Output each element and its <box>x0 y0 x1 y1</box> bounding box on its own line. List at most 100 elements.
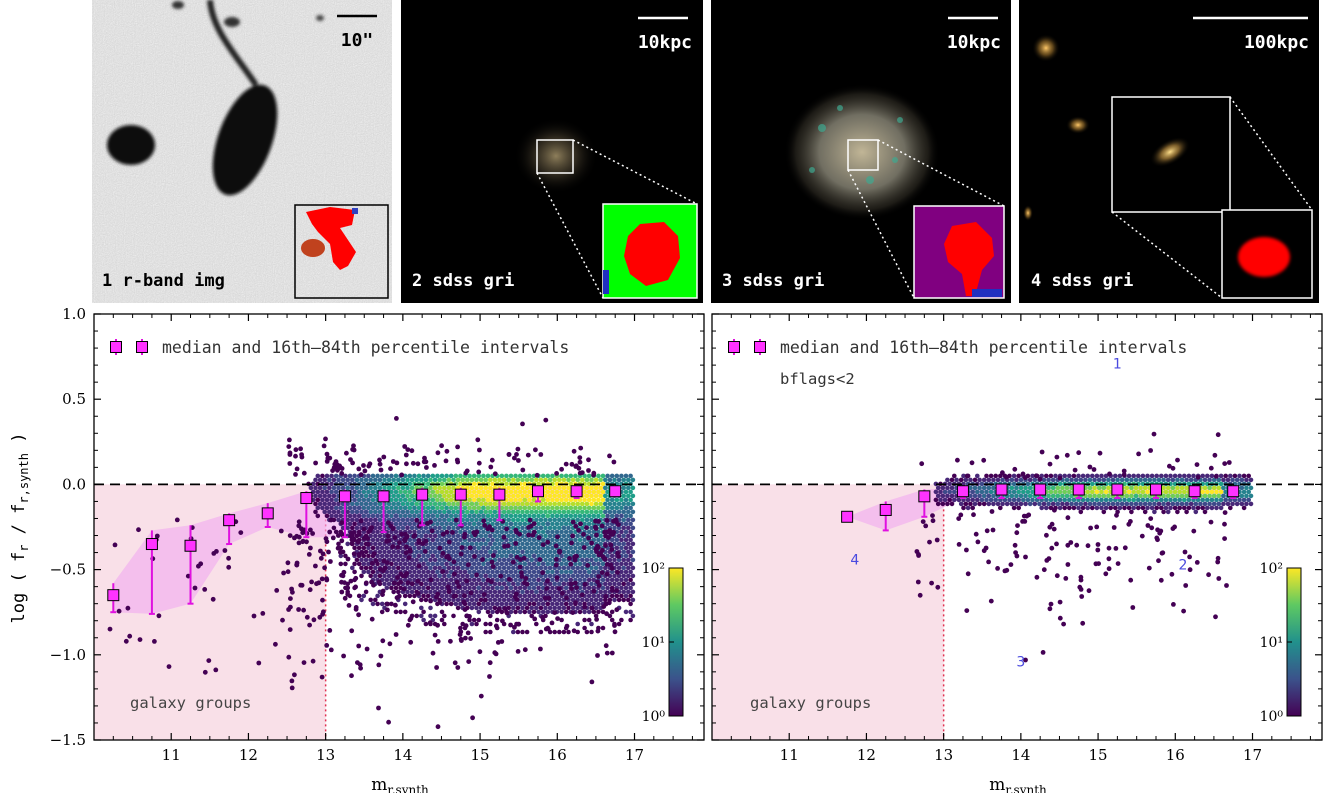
hexbin-cell <box>481 585 486 591</box>
zoom-line <box>536 172 604 299</box>
outlier-point <box>396 593 402 599</box>
hexbin-cell <box>1018 485 1024 491</box>
hexbin-cell <box>508 505 514 511</box>
hexbin-cell <box>586 609 592 615</box>
hexbin-cell <box>474 549 479 555</box>
median-marker <box>995 483 1008 496</box>
outlier-point <box>1146 565 1152 571</box>
hexbin-cell <box>586 529 592 535</box>
hexbin-cell <box>333 505 339 511</box>
hexbin-cell <box>598 509 603 515</box>
hexbin-cell <box>393 521 399 527</box>
hexbin-cell <box>1223 489 1228 495</box>
hexbin-cell <box>465 589 470 595</box>
hexbin-cell <box>336 509 341 515</box>
hexbin-cell <box>474 541 479 547</box>
outlier-point <box>290 589 295 595</box>
outlier-point <box>435 622 440 628</box>
hexbin-cell <box>356 545 362 551</box>
zoom-line <box>877 139 1005 207</box>
outlier-point <box>1215 559 1221 565</box>
hexbin-cell <box>552 581 557 587</box>
outlier-point <box>604 562 610 567</box>
hexbin-cell <box>492 509 498 515</box>
outlier-point <box>1175 457 1180 463</box>
outlier-point <box>339 589 345 595</box>
hexbin-cell <box>517 609 523 615</box>
hexbin-cell <box>527 545 532 551</box>
outlier-point <box>482 523 488 528</box>
outlier-point <box>330 535 336 541</box>
hexbin-cell <box>393 513 399 519</box>
hexbin-cell <box>488 501 493 507</box>
hexbin-cell <box>504 585 509 591</box>
hexbin-cell <box>467 513 472 519</box>
hexbin-cell <box>621 597 626 603</box>
outlier-point <box>378 567 383 572</box>
outlier-point <box>1044 532 1049 538</box>
hexbin-cell <box>315 505 321 511</box>
inset-segmentation <box>944 222 994 296</box>
hexbin-cell <box>1216 493 1222 499</box>
outlier-point <box>917 592 923 598</box>
hexbin-cell <box>1101 493 1107 499</box>
hexbin-cell <box>586 505 592 511</box>
hexbin-cell <box>1000 477 1005 483</box>
hexbin-cell <box>439 617 445 623</box>
hexbin-cell <box>605 521 610 527</box>
hexbin-cell <box>462 505 468 511</box>
hexbin-cell <box>488 509 493 515</box>
outlier-point <box>301 660 307 665</box>
median-marker <box>1227 485 1240 498</box>
hexbin-cell <box>1057 505 1063 511</box>
hexbin-cell <box>481 473 486 479</box>
outlier-point <box>595 628 601 634</box>
hexbin-cell <box>596 513 601 519</box>
hexbin-cell <box>432 581 438 587</box>
outlier-point <box>415 578 421 584</box>
hexbin-cell <box>619 537 624 543</box>
y-tick-label: 1.0 <box>62 305 86 323</box>
median-marker <box>223 514 236 527</box>
hexbin-cell <box>573 513 578 519</box>
hexbin-cell <box>412 521 417 527</box>
hexbin-cell <box>524 509 530 515</box>
hexbin-cell <box>485 545 491 551</box>
hexbin-cell <box>531 609 537 615</box>
hexbin-cell <box>554 601 560 607</box>
hexbin-cell <box>421 529 426 535</box>
outlier-point <box>323 436 328 442</box>
x-tick-label: 11 <box>780 746 799 764</box>
hexbin-cell <box>1246 473 1251 479</box>
hexbin-cell <box>563 497 569 503</box>
outlier-point <box>1049 545 1055 551</box>
hexbin-cell <box>968 501 973 507</box>
outlier-point <box>467 545 473 551</box>
hexbin-cell <box>536 481 541 487</box>
outlier-point <box>481 518 487 524</box>
outlier-point <box>390 526 396 532</box>
hexbin-cell <box>520 517 525 523</box>
hexbin-cell <box>1152 509 1157 515</box>
outlier-point <box>456 584 462 589</box>
hexbin-cell <box>603 581 608 587</box>
hexbin-cell <box>343 561 348 567</box>
hexbin-cell <box>478 509 484 515</box>
hexbin-cell <box>373 533 378 539</box>
outlier-point <box>424 465 429 470</box>
hexbin-cell <box>524 501 530 507</box>
outlier-point <box>327 455 333 461</box>
hexbin-cell <box>508 473 514 479</box>
hexbin-cell <box>591 577 597 583</box>
outlier-point <box>506 576 512 582</box>
hexbin-cell <box>375 545 380 551</box>
outlier-point <box>349 673 354 679</box>
outlier-point <box>958 512 964 518</box>
hexbin-cell <box>377 549 383 555</box>
hexbin-cell <box>1140 473 1146 479</box>
hexbin-cell <box>494 537 500 543</box>
hexbin-cell <box>1060 485 1065 491</box>
hexbin-cell <box>623 537 629 543</box>
outlier-point <box>596 545 601 550</box>
hexbin-cell <box>504 473 509 479</box>
